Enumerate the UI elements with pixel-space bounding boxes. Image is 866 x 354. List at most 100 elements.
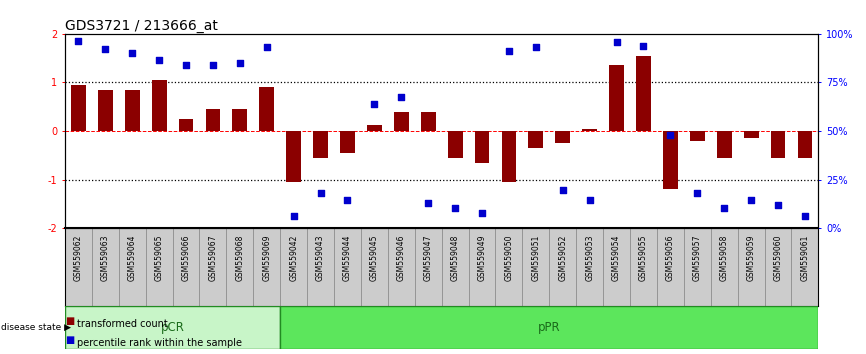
Text: percentile rank within the sample: percentile rank within the sample	[77, 338, 242, 348]
Point	[717, 205, 731, 211]
Bar	[178, 119, 193, 131]
Text: pCR: pCR	[161, 321, 184, 334]
Bar	[199, 228, 226, 306]
Bar	[253, 228, 281, 306]
Bar	[388, 228, 415, 306]
Bar	[711, 228, 738, 306]
Bar	[125, 90, 139, 131]
Text: GDS3721 / 213666_at: GDS3721 / 213666_at	[65, 19, 218, 33]
Text: GSM559065: GSM559065	[155, 235, 164, 281]
Bar	[798, 131, 812, 158]
Bar	[582, 129, 597, 131]
Point	[72, 38, 86, 44]
Bar	[334, 228, 361, 306]
Point	[556, 188, 570, 193]
Text: GSM559046: GSM559046	[397, 235, 406, 281]
Bar	[152, 80, 166, 131]
Bar	[361, 228, 388, 306]
Text: GSM559056: GSM559056	[666, 235, 675, 281]
Point	[99, 46, 113, 52]
Text: GSM559059: GSM559059	[746, 235, 756, 281]
Bar	[603, 228, 630, 306]
Bar	[92, 228, 119, 306]
Text: GSM559060: GSM559060	[773, 235, 783, 281]
Bar	[522, 228, 549, 306]
Bar	[609, 65, 624, 131]
Text: GSM559063: GSM559063	[100, 235, 110, 281]
Bar	[657, 228, 684, 306]
Text: pPR: pPR	[538, 321, 560, 334]
Text: GSM559049: GSM559049	[477, 235, 487, 281]
Text: GSM559050: GSM559050	[504, 235, 514, 281]
Text: disease state ▶: disease state ▶	[1, 323, 71, 332]
Bar	[717, 131, 732, 158]
Bar	[226, 228, 253, 306]
Point	[690, 190, 704, 196]
Text: transformed count: transformed count	[77, 319, 168, 329]
Bar	[313, 131, 328, 158]
Bar	[307, 228, 334, 306]
Point	[287, 213, 301, 219]
Bar	[205, 109, 220, 131]
Point	[152, 58, 166, 63]
Bar	[65, 228, 92, 306]
Point	[744, 197, 758, 203]
Bar	[65, 306, 281, 349]
Text: GSM559054: GSM559054	[612, 235, 621, 281]
Bar	[528, 131, 543, 148]
Bar	[501, 131, 516, 182]
Text: GSM559052: GSM559052	[559, 235, 567, 281]
Point	[394, 94, 408, 100]
Point	[421, 200, 435, 206]
Bar	[771, 131, 785, 158]
Bar	[576, 228, 603, 306]
Text: GSM559057: GSM559057	[693, 235, 701, 281]
Bar	[71, 85, 86, 131]
Bar	[415, 228, 442, 306]
Text: GSM559069: GSM559069	[262, 235, 271, 281]
Text: ■: ■	[65, 335, 74, 346]
Bar	[287, 131, 301, 182]
Point	[449, 205, 462, 211]
Text: GSM559061: GSM559061	[800, 235, 810, 281]
Bar	[145, 228, 172, 306]
Point	[610, 40, 624, 45]
Bar	[792, 228, 818, 306]
Point	[260, 45, 274, 50]
Text: GSM559051: GSM559051	[532, 235, 540, 281]
Bar	[636, 56, 651, 131]
Point	[367, 101, 381, 107]
Bar	[555, 131, 570, 143]
Bar	[475, 131, 489, 162]
Bar	[340, 131, 355, 153]
Bar	[744, 131, 759, 138]
Bar	[663, 131, 678, 189]
Point	[637, 43, 650, 48]
Text: GSM559066: GSM559066	[182, 235, 191, 281]
Bar	[232, 109, 248, 131]
Text: GSM559044: GSM559044	[343, 235, 352, 281]
Bar	[469, 228, 495, 306]
Text: GSM559064: GSM559064	[127, 235, 137, 281]
Text: ■: ■	[65, 316, 74, 326]
Bar	[630, 228, 657, 306]
Bar	[765, 228, 792, 306]
Text: GSM559058: GSM559058	[720, 235, 728, 281]
Point	[771, 202, 785, 208]
Point	[313, 190, 327, 196]
Text: GSM559062: GSM559062	[74, 235, 83, 281]
Point	[179, 62, 193, 68]
Bar	[448, 131, 462, 158]
Point	[663, 132, 677, 138]
Text: GSM559067: GSM559067	[209, 235, 217, 281]
Point	[529, 45, 543, 50]
Point	[502, 48, 516, 53]
Point	[126, 50, 139, 56]
Bar	[442, 228, 469, 306]
Bar	[281, 228, 307, 306]
Text: GSM559048: GSM559048	[450, 235, 460, 281]
Point	[475, 210, 489, 216]
Text: GSM559043: GSM559043	[316, 235, 325, 281]
Bar	[172, 228, 199, 306]
Point	[583, 197, 597, 203]
